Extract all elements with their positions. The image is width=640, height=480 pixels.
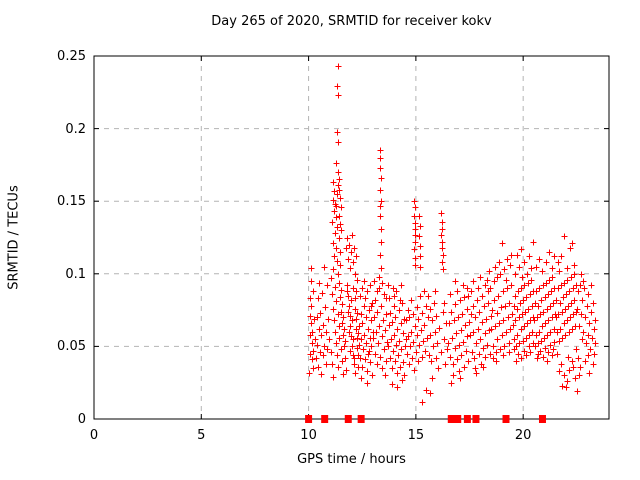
y-tick-label: 0.15 <box>57 194 86 210</box>
x-axis-label: GPS time / hours <box>297 452 406 467</box>
zero-line-marker <box>321 415 329 423</box>
zero-line-marker <box>502 415 510 423</box>
y-tick-label: 0.05 <box>57 339 86 355</box>
zero-line-marker <box>344 415 352 423</box>
zero-line-marker <box>472 415 480 423</box>
scatter-points <box>306 63 599 406</box>
chart-title: Day 265 of 2020, SRMTID for receiver kok… <box>211 14 492 29</box>
zero-line-marker <box>454 415 462 423</box>
x-tick-label: 10 <box>300 428 317 443</box>
zero-line-marker <box>357 415 365 423</box>
y-tick-label: 0.2 <box>65 121 86 137</box>
zero-line-marker <box>463 415 471 423</box>
x-tick-label: 5 <box>197 428 206 443</box>
zero-line-marker <box>305 415 313 423</box>
y-tick-label: 0 <box>77 412 86 427</box>
y-tick-label: 0.25 <box>57 49 86 64</box>
y-tick-label: 0.1 <box>65 266 86 282</box>
x-tick-label: 20 <box>514 428 532 443</box>
zero-line-marker <box>538 415 546 423</box>
x-tick-label: 0 <box>89 428 99 443</box>
x-tick-label: 15 <box>407 428 425 443</box>
